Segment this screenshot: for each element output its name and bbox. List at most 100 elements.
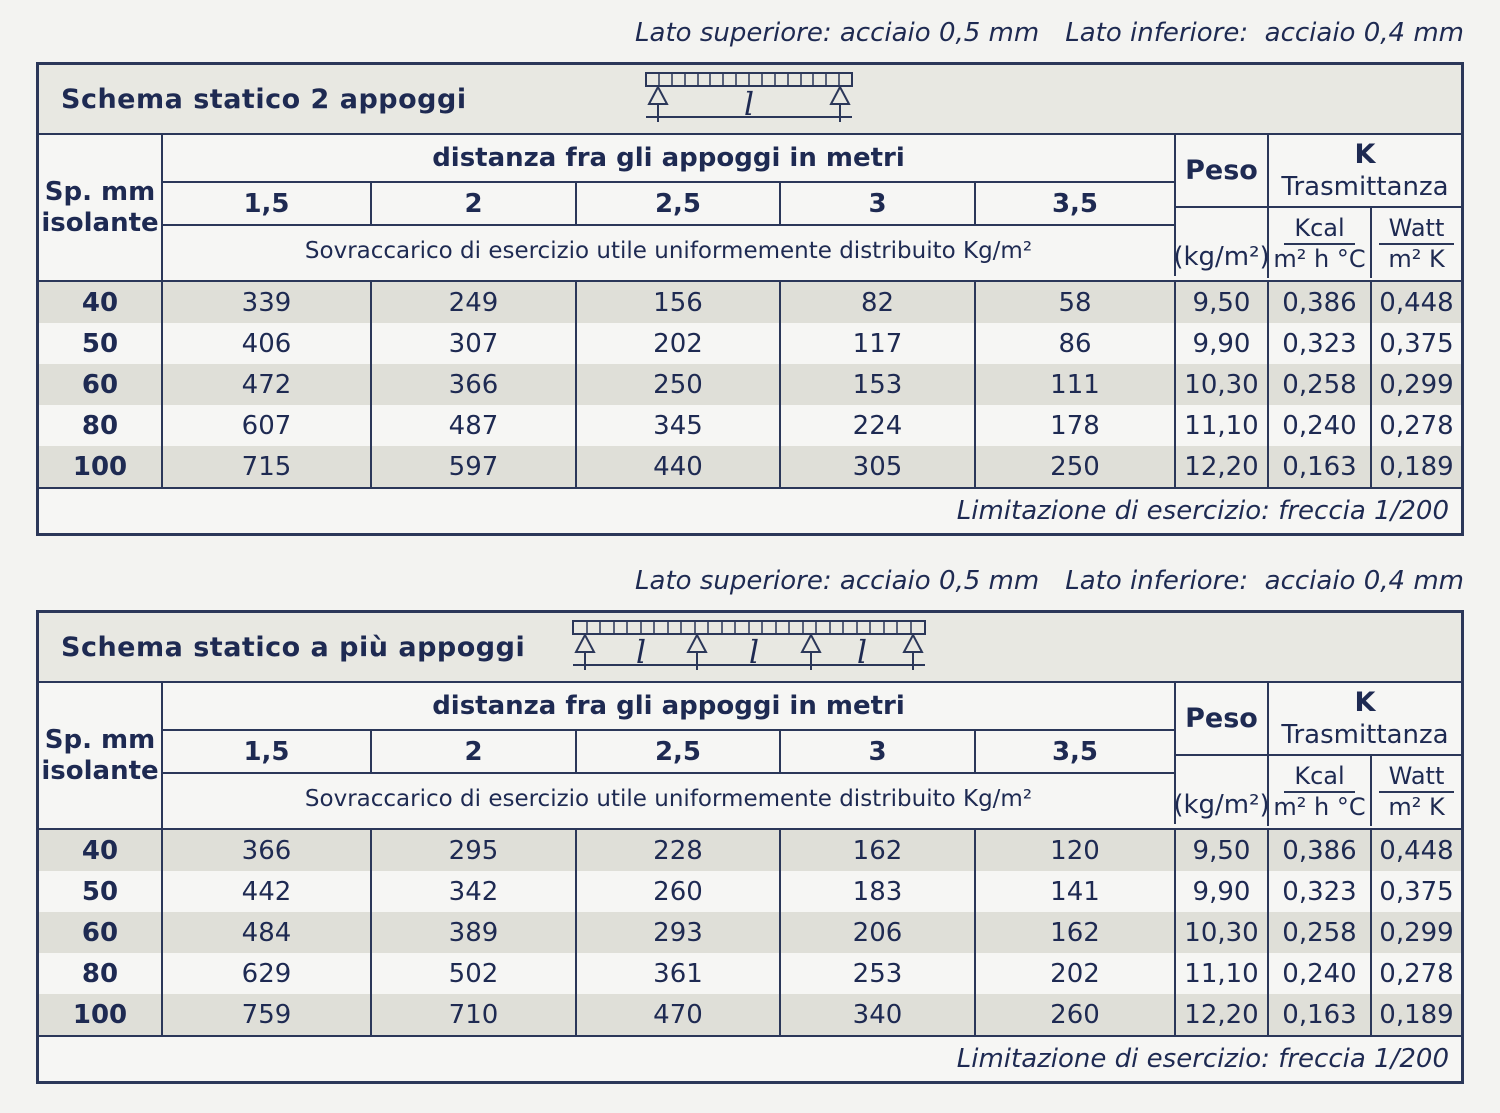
row-span-cell: 345 [577,405,781,446]
row-watt-cell: 0,299 [1379,917,1454,948]
table-row: 40 366 295 228 162 120 9,50 0,386 0,448 [39,830,1461,871]
row-kcal-cell: 0,163 [1269,994,1372,1035]
row-watt-cell: 0,448 [1379,835,1454,866]
header-distance-section: distanza fra gli appoggi in metri 1,5 2 … [163,683,1176,828]
col-header-kcal: Kcal m² h °C [1269,208,1372,278]
kcal-numerator: Kcal [1284,214,1355,245]
row-kcal-cell: 0,386 [1269,282,1372,323]
row-span-cell: 260 [976,994,1176,1035]
col-header-peso-unit: (kg/m²) [1173,208,1270,278]
table-row: 60 484 389 293 206 162 10,30 0,258 0,299 [39,912,1461,953]
sp-label-line1: Sp. mm [44,724,156,755]
col-header-distanza: distanza fra gli appoggi in metri [163,135,1176,183]
col-header-span: 2 [372,731,577,772]
sp-label-line2: isolante [41,755,159,786]
table-row: 100 759 710 470 340 260 12,20 0,163 0,18… [39,994,1461,1035]
table-footer-note: Limitazione di esercizio: freccia 1/200 [39,487,1461,533]
row-watt-cell: 0,189 [1379,999,1454,1030]
col-header-span: 2 [372,183,577,224]
row-span-cell: 305 [781,446,976,487]
row-span-cell: 117 [781,323,976,364]
row-span-cell: 339 [163,282,372,323]
watt-numerator: Watt [1378,214,1455,245]
table-row: 50 406 307 202 117 86 9,90 0,323 0,375 [39,323,1461,364]
col-header-sovraccarico: Sovraccarico di esercizio utile uniforme… [163,774,1176,824]
col-header-watt: Watt m² K [1372,208,1461,278]
span-length-label: l [744,85,754,123]
col-header-sovraccarico: Sovraccarico di esercizio utile uniforme… [163,226,1176,276]
table-row: 40 339 249 156 82 58 9,50 0,386 0,448 [39,282,1461,323]
row-span-cell: 715 [163,446,372,487]
kcal-denominator: m² h °C [1273,244,1366,273]
panel-title: Schema statico 2 appoggi [61,83,467,115]
row-span-cell: 295 [372,830,577,871]
row-span-cell: 442 [163,871,372,912]
col-header-kcal: Kcal m² h °C [1269,756,1372,826]
row-span-cell: 82 [781,282,976,323]
col-header-spessore: Sp. mm isolante [39,683,163,828]
row-peso-cell: 9,50 [1176,282,1269,323]
row-sp-cell: 50 [39,871,163,912]
watt-numerator: Watt [1378,762,1455,793]
row-span-cell: 250 [976,446,1176,487]
span-sizes-row: 1,5 2 2,5 3 3,5 [163,183,1176,226]
row-kcal-cell: 0,240 [1269,405,1372,446]
header-peso-k-section: Peso K Trasmittanza (kg/m²) Kcal m² h °C… [1173,135,1461,280]
table-panel-piu-appoggi: Schema statico a più appoggi l l l Sp. m… [36,610,1464,1084]
trasmittanza-label: Trasmittanza [1281,719,1449,750]
row-span-cell: 162 [976,912,1176,953]
row-span-cell: 293 [577,912,781,953]
col-header-span: 3 [781,731,976,772]
row-span-cell: 153 [781,364,976,405]
table-row: 80 607 487 345 224 178 11,10 0,240 0,278 [39,405,1461,446]
row-span-cell: 253 [781,953,976,994]
row-watt-cell: 0,278 [1379,410,1454,441]
row-span-cell: 162 [781,830,976,871]
col-header-k: K Trasmittanza [1269,683,1461,754]
row-watt-cell: 0,375 [1379,876,1454,907]
row-kcal-cell: 0,163 [1269,446,1372,487]
header-peso-k-section: Peso K Trasmittanza (kg/m²) Kcal m² h °C… [1173,683,1461,828]
k-label: K [1354,138,1376,170]
row-span-cell: 206 [781,912,976,953]
table-header: Sp. mm isolante distanza fra gli appoggi… [39,683,1461,830]
row-kcal-cell: 0,240 [1269,953,1372,994]
row-span-cell: 183 [781,871,976,912]
row-kcal-cell: 0,386 [1269,830,1372,871]
row-peso-cell: 10,30 [1176,364,1269,405]
row-span-cell: 472 [163,364,372,405]
table-row: 100 715 597 440 305 250 12,20 0,163 0,18… [39,446,1461,487]
row-span-cell: 342 [372,871,577,912]
row-span-cell: 340 [781,994,976,1035]
row-span-cell: 366 [372,364,577,405]
row-span-cell: 607 [163,405,372,446]
sp-label-line1: Sp. mm [44,176,156,207]
col-header-peso: Peso [1176,135,1269,206]
table-panel-2-appoggi: Schema statico 2 appoggi l Sp. mm isolan… [36,62,1464,536]
row-span-cell: 250 [577,364,781,405]
panel-title-row: Schema statico a più appoggi l l l [39,613,1461,683]
row-span-cell: 228 [577,830,781,871]
kcal-denominator: m² h °C [1273,792,1366,821]
col-header-peso: Peso [1176,683,1269,754]
row-peso-cell: 11,10 [1176,405,1269,446]
col-header-span: 1,5 [163,731,372,772]
row-span-cell: 249 [372,282,577,323]
material-caption-top: Lato superiore: acciaio 0,5 mm Lato infer… [36,0,1464,50]
row-watt-cell: 0,278 [1379,958,1454,989]
row-span-cell: 202 [577,323,781,364]
row-span-cell: 202 [976,953,1176,994]
row-sp-cell: 100 [39,446,163,487]
row-span-cell: 307 [372,323,577,364]
row-span-cell: 58 [976,282,1176,323]
row-sp-cell: 100 [39,994,163,1035]
col-header-watt: Watt m² K [1372,756,1461,826]
row-span-cell: 629 [163,953,372,994]
row-span-cell: 120 [976,830,1176,871]
row-sp-cell: 40 [39,282,163,323]
col-header-span: 3,5 [976,731,1176,772]
row-peso-cell: 11,10 [1176,953,1269,994]
span-length-label: l [749,633,759,671]
row-watt-cell: 0,375 [1379,328,1454,359]
col-header-k: K Trasmittanza [1269,135,1461,206]
